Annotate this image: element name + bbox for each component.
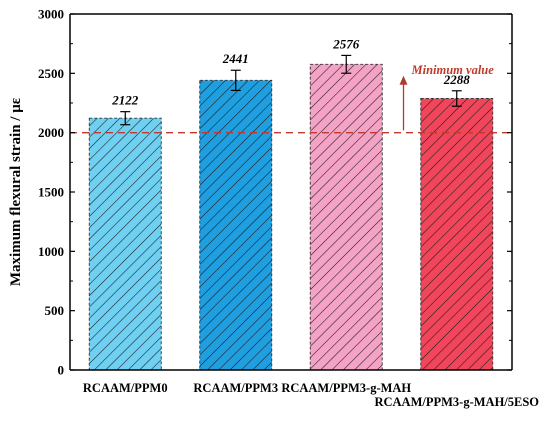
data-label-1: 2122 [111,93,139,108]
x-tick-label-1: RCAAM/PPM0 [83,381,168,395]
y-axis-label: Maximum flexural strain / με [8,97,24,286]
data-label-4: 2288 [443,72,471,87]
y-tick-label-0: 0 [58,363,65,378]
reference-line-label: Minimum value [411,63,495,77]
y-tick-label-2500: 2500 [38,66,64,81]
data-label-3: 2576 [332,36,360,51]
bar-hatch-4 [420,98,494,371]
x-tick-label-4: RCAAM/PPM3-g-MAH/5ESO [374,395,539,409]
y-tick-label-3000: 3000 [38,7,64,22]
y-tick-label-1000: 1000 [38,244,64,259]
annotation-arrow-head [399,75,408,85]
bar-hatch-1 [88,117,162,371]
x-tick-label-2: RCAAM/PPM3 [193,381,278,395]
bar-hatch-2 [199,79,273,371]
bar-hatch-3 [309,63,383,371]
y-tick-label-500: 500 [45,303,65,318]
y-tick-label-1500: 1500 [38,185,64,200]
y-tick-label-2000: 2000 [38,125,64,140]
x-tick-label-3: RCAAM/PPM3-g-MAH [281,381,411,395]
data-label-2: 2441 [222,51,249,66]
